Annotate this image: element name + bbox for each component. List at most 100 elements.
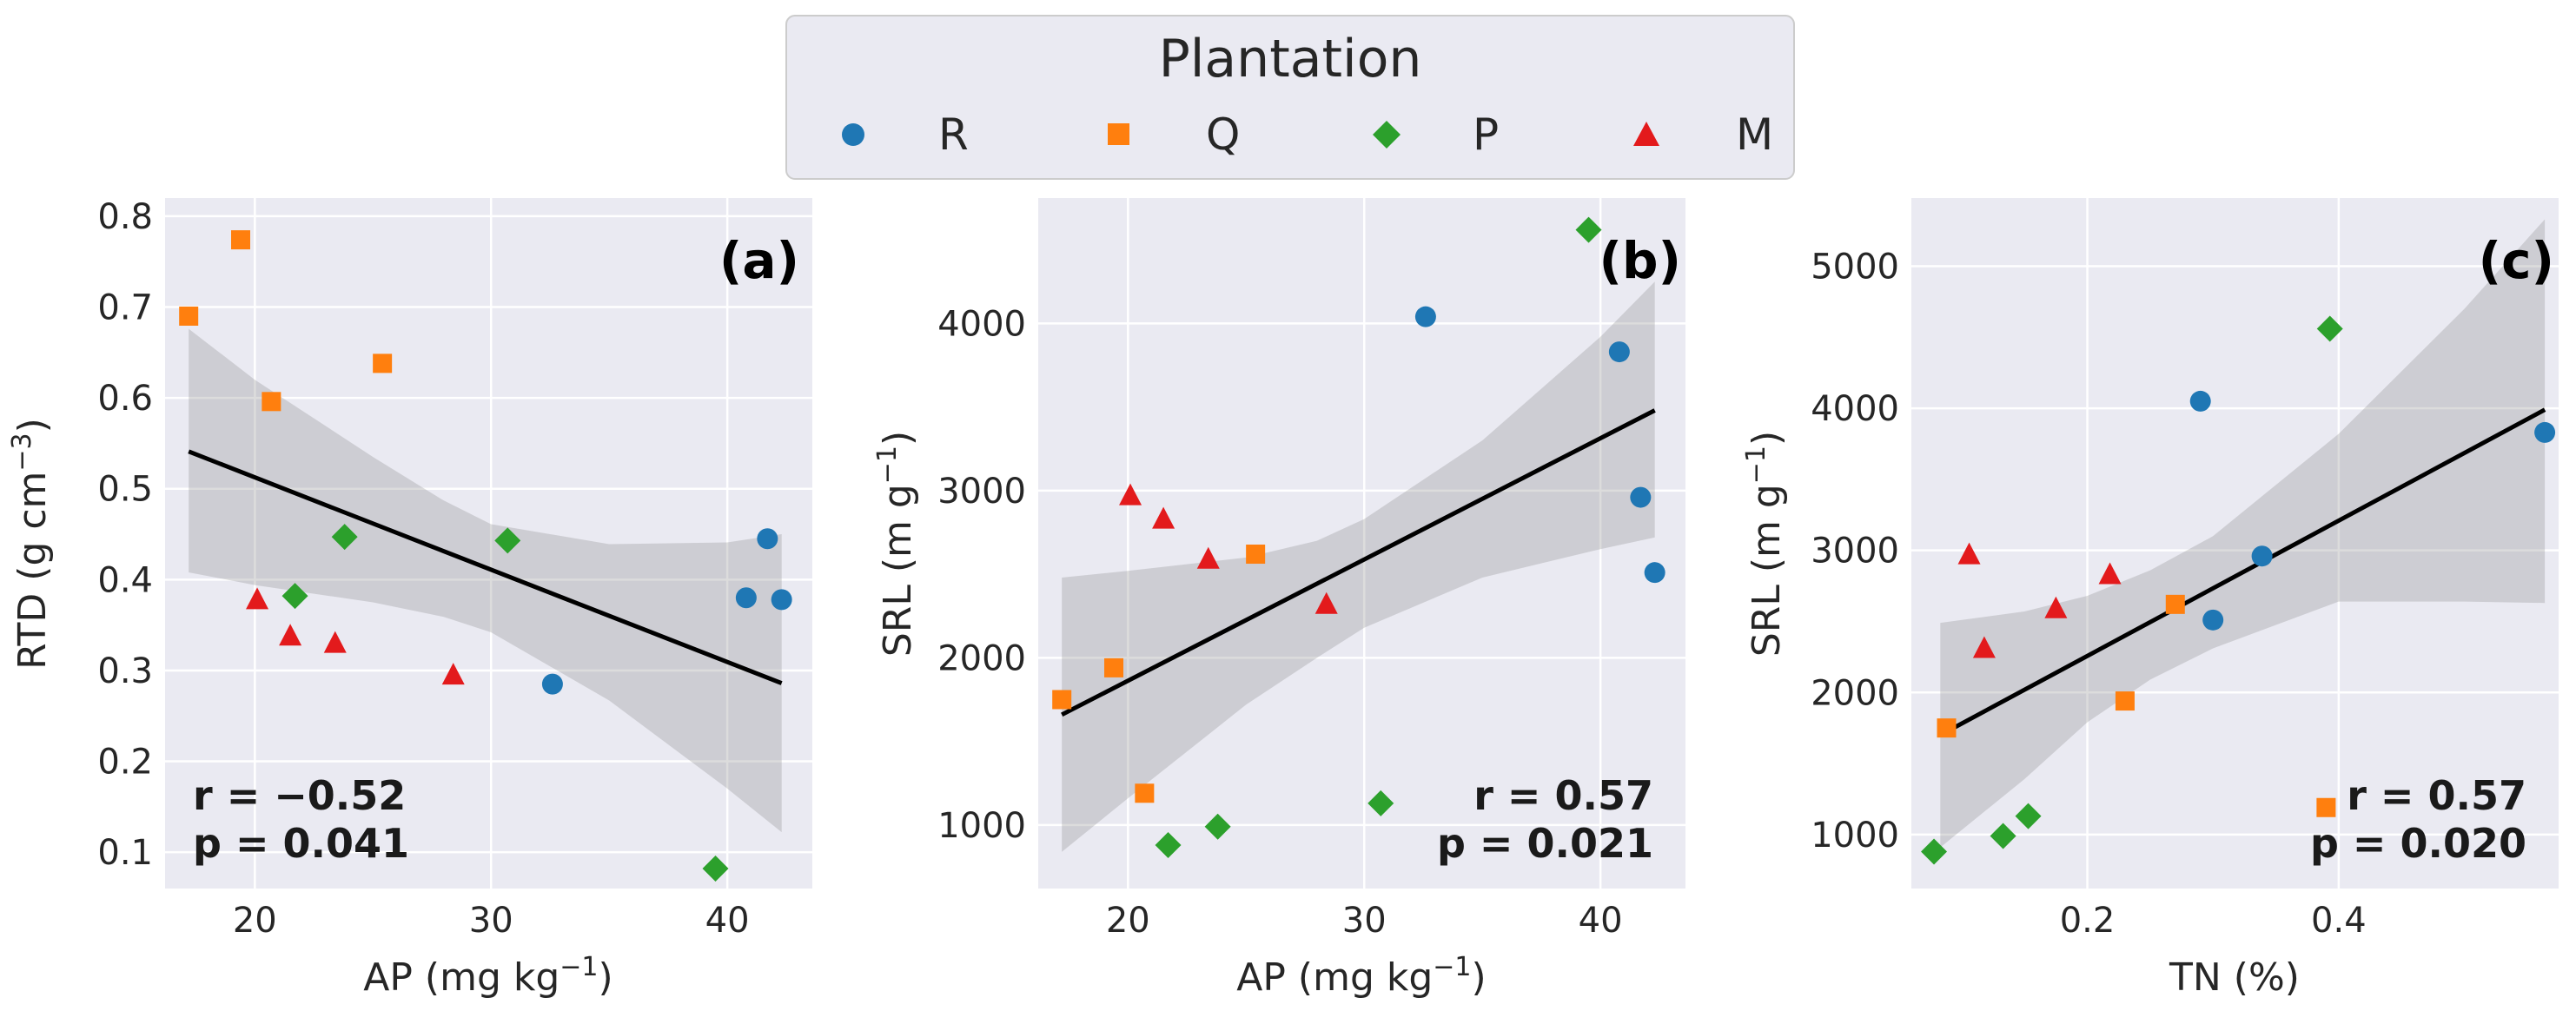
x-tick-label: 40: [705, 901, 750, 941]
x-axis-label-main: AP (mg kg: [1236, 955, 1433, 1000]
tick-labels: 20 30 40 0.1 0.2 0.3 0.4 0.5 0.6 0.7 0.8: [97, 197, 749, 941]
x-tick-label: 20: [1106, 901, 1150, 941]
point-p: [281, 583, 308, 610]
y-tick-label: 0.6: [97, 379, 153, 419]
x-axis-label-main: TN (%): [2169, 955, 2300, 1000]
x-tick-label: 30: [1342, 901, 1387, 941]
point-m: [1972, 636, 1996, 658]
legend-title: Plantation: [1159, 29, 1422, 89]
point-p: [331, 524, 358, 551]
point-p: [1921, 838, 1948, 865]
y-axis-label-sup: −1: [1741, 446, 1771, 484]
stat-r: r = 0.57: [1473, 772, 1653, 819]
panel-label: (a): [719, 231, 799, 290]
point-m: [1196, 546, 1220, 569]
confidence-band: [1062, 281, 1655, 852]
point-q: [1246, 545, 1266, 565]
point-r: [1644, 562, 1665, 584]
y-tick-label: 0.7: [97, 288, 153, 328]
legend-entry-m: M: [1633, 109, 1773, 160]
legend-entry-q: Q: [1108, 109, 1240, 160]
point-q: [2316, 797, 2336, 817]
point-q: [1104, 657, 1124, 677]
point-r: [1608, 341, 1630, 363]
legend-label-m: M: [1736, 109, 1773, 160]
y-axis-label-sup: −3: [7, 433, 37, 471]
x-axis-label-tail: ): [599, 955, 613, 1000]
point-r: [1630, 486, 1652, 508]
regression-line: [1061, 408, 1656, 717]
point-m: [2044, 596, 2068, 618]
x-tick-label: 20: [233, 901, 277, 941]
y-axis-label: RTD (g cm−3): [7, 418, 56, 670]
point-m: [1119, 483, 1142, 506]
point-p: [1155, 831, 1182, 858]
point-m: [246, 587, 269, 610]
point-r: [735, 587, 757, 609]
y-tick-label: 3000: [937, 472, 1026, 512]
legend-label-r: R: [938, 109, 969, 160]
stat-r: r = −0.52: [193, 772, 406, 819]
x-axis-label-main: AP (mg kg: [363, 955, 560, 1000]
regression-line: [188, 449, 783, 685]
legend-marker-p: [1373, 121, 1401, 149]
tick-labels: 20 30 40 1000 2000 3000 4000: [937, 304, 1622, 941]
stat-p: p = 0.041: [193, 820, 409, 867]
point-r: [2534, 421, 2556, 443]
y-axis-label-tail: ): [10, 418, 55, 433]
y-tick-label: 0.1: [97, 833, 153, 873]
y-tick-label: 4000: [1811, 389, 1899, 429]
point-r: [2189, 390, 2211, 412]
legend: Plantation R Q P M: [785, 15, 1795, 180]
confidence-band: [189, 328, 782, 833]
y-axis-label-tail: ): [876, 431, 920, 446]
legend-label-q: Q: [1206, 109, 1240, 160]
point-m: [279, 624, 302, 646]
gridlines: [1038, 198, 1685, 889]
point-r: [2251, 545, 2273, 567]
point-r: [757, 528, 778, 550]
point-q: [373, 354, 393, 373]
y-tick-label: 1000: [1811, 816, 1899, 856]
y-axis-label-main: RTD (g cm: [10, 472, 55, 670]
x-tick-label: 0.2: [2060, 901, 2116, 941]
y-tick-label: 2000: [937, 638, 1026, 678]
point-q: [2165, 594, 2185, 614]
point-m: [1957, 542, 1981, 565]
x-axis-label: AP (mg kg−1): [363, 952, 613, 1001]
confidence-band: [1940, 219, 2546, 848]
plot-area: [1911, 198, 2559, 889]
y-axis-label-main: SRL (m g: [1745, 484, 1789, 657]
regression-line: [1939, 407, 2546, 737]
y-tick-label: 3000: [1811, 532, 1899, 572]
panel-label: (b): [1599, 231, 1681, 290]
panel-label: (c): [2479, 231, 2554, 290]
point-r: [1414, 306, 1436, 327]
point-r: [2202, 609, 2224, 631]
point-m: [441, 663, 465, 685]
data-points: [179, 230, 792, 882]
legend-marker-q: [1108, 123, 1129, 145]
point-m: [323, 631, 347, 653]
y-axis-label: SRL (m g−1): [872, 431, 921, 657]
y-axis-label: SRL (m g−1): [1741, 431, 1790, 657]
y-tick-label: 0.4: [97, 560, 153, 600]
x-axis-label-sup: −1: [1433, 952, 1471, 982]
point-q: [1937, 718, 1957, 738]
point-q: [1135, 783, 1155, 803]
point-q: [1052, 690, 1072, 710]
y-tick-label: 0.3: [97, 651, 153, 691]
plot-area: [1038, 198, 1685, 889]
data-points: [1052, 216, 1665, 858]
legend-label-p: P: [1473, 109, 1499, 160]
point-p: [2316, 315, 2343, 342]
point-m: [2098, 562, 2122, 585]
y-tick-label: 4000: [937, 304, 1026, 344]
data-points: [1921, 315, 2556, 865]
legend-box: [785, 15, 1795, 180]
panel-a: 20 30 40 0.1 0.2 0.3 0.4 0.5 0.6 0.7 0.8 (a) r = −…: [7, 197, 812, 1001]
y-tick-label: 0.5: [97, 470, 153, 510]
x-axis-label-sup: −1: [560, 952, 598, 982]
x-axis-label: AP (mg kg−1): [1236, 952, 1486, 1001]
